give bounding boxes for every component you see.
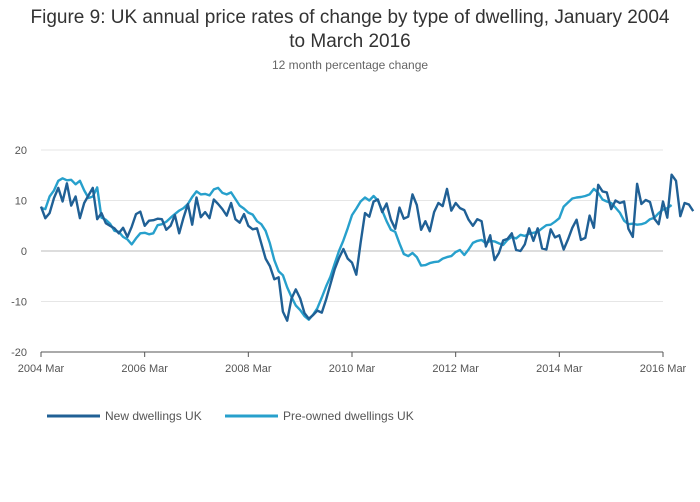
legend-label: New dwellings UK: [105, 409, 202, 423]
x-tick-label: 2010 Mar: [329, 363, 376, 375]
chart-title-line-1: Figure 9: UK annual price rates of chang…: [30, 7, 670, 28]
grid-lines: [41, 149, 663, 353]
y-tick-label: 10: [15, 196, 27, 208]
series-line-new-dwellings: [39, 173, 695, 322]
y-tick-label: -10: [11, 297, 27, 309]
x-tick-label: 2006 Mar: [121, 363, 168, 375]
chart-subtitle: 12 month percentage change: [271, 58, 429, 72]
series-line-pre-owned-dwellings: [40, 177, 673, 321]
x-axis: 2004 Mar 2006 Mar 2008 Mar 2010 Mar 2012 Mar…: [18, 351, 687, 375]
legend-item-new-dwellings[interactable]: New dwellings UK: [47, 409, 202, 423]
x-tick-label: 2014 Mar: [536, 363, 583, 375]
y-tick-label: 20: [15, 145, 27, 157]
chart-title: Figure 9: UK annual price rates of chang…: [0, 6, 700, 54]
legend-label: Pre-owned dwellings UK: [283, 409, 414, 423]
legend[interactable]: New dwellings UK Pre-owned dwellings UK: [47, 409, 414, 423]
y-axis: 20 10 0 -10 -20: [11, 145, 27, 359]
plot-area: [39, 173, 695, 322]
x-tick-label: 2012 Mar: [432, 363, 479, 375]
x-tick-label: 2016 Mar: [640, 363, 687, 375]
x-tick-label: 2004 Mar: [18, 363, 65, 375]
legend-item-pre-owned-dwellings[interactable]: Pre-owned dwellings UK: [225, 409, 414, 423]
y-tick-label: -20: [11, 347, 27, 359]
x-tick-label: 2008 Mar: [225, 363, 272, 375]
y-tick-label: 0: [21, 246, 27, 258]
chart-title-line-2: to March 2016: [289, 31, 411, 52]
